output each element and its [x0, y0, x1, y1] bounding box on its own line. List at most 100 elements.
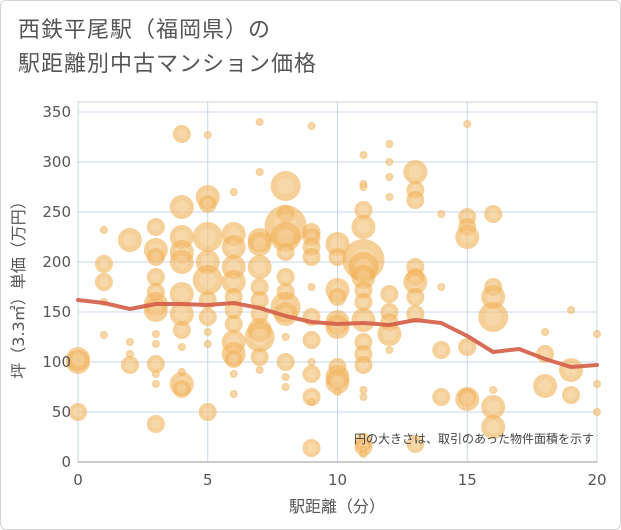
- bubble-highlight: [410, 292, 421, 302]
- data-bubble: [437, 283, 446, 291]
- data-bubble: [325, 370, 350, 394]
- data-bubble: [307, 283, 316, 291]
- bubble-highlight: [228, 354, 239, 364]
- data-bubble: [146, 268, 165, 286]
- bubble-highlight: [253, 260, 267, 274]
- bubble-highlight: [153, 371, 159, 377]
- bubble-highlight: [201, 255, 215, 269]
- data-bubble: [385, 346, 394, 354]
- data-bubble: [250, 291, 269, 309]
- data-bubble: [458, 338, 477, 356]
- bubble-highlight: [101, 332, 107, 338]
- bubble-highlight: [175, 200, 189, 214]
- data-bubble: [169, 302, 194, 326]
- bubble-highlight: [594, 409, 600, 415]
- bubble-highlight: [73, 407, 83, 417]
- bubble-highlight: [488, 209, 499, 219]
- y-tick-label: 100: [42, 353, 71, 371]
- data-bubble: [359, 393, 368, 401]
- bubble-highlight: [283, 374, 288, 380]
- bubble-highlight: [462, 342, 473, 352]
- bubble-highlight: [439, 284, 444, 290]
- bubble-highlight: [150, 252, 161, 262]
- chart-title: 西鉄平尾駅（福岡県）の 駅距離別中古マンション価格: [18, 18, 318, 77]
- data-bubble: [359, 450, 368, 458]
- data-bubble: [478, 302, 509, 332]
- data-bubble: [255, 366, 264, 374]
- y-tick-label: 0: [61, 453, 71, 471]
- bubble-highlight: [486, 290, 500, 304]
- data-bubble: [325, 315, 350, 339]
- bubble-highlight: [124, 360, 135, 370]
- data-bubble: [94, 273, 113, 291]
- data-bubble: [406, 305, 425, 323]
- data-bubble: [380, 285, 399, 303]
- data-bubble: [203, 131, 212, 139]
- bubble-highlight: [387, 141, 392, 147]
- bubble-highlight: [176, 384, 187, 394]
- data-bubble: [325, 232, 350, 256]
- data-bubble: [120, 356, 139, 374]
- data-bubble: [224, 315, 243, 333]
- data-bubble: [276, 268, 295, 286]
- data-bubble: [221, 270, 246, 294]
- bubble-highlight: [465, 121, 470, 127]
- bubble-highlight: [358, 297, 369, 307]
- y-tick-label: 50: [52, 403, 71, 421]
- data-bubble: [406, 435, 425, 453]
- bubble-highlight: [309, 359, 314, 365]
- bubble-highlight: [361, 451, 366, 457]
- data-bubble: [146, 355, 165, 373]
- bubble-highlight: [594, 331, 600, 337]
- bubble-highlight: [387, 174, 392, 180]
- bubble-highlight: [153, 331, 159, 337]
- data-bubble: [255, 118, 264, 126]
- bubble-highlight: [254, 282, 265, 292]
- data-bubble: [533, 374, 558, 398]
- bubble-highlight: [101, 227, 107, 233]
- data-bubble: [307, 398, 316, 406]
- trend-line-layer: [76, 298, 599, 369]
- data-bubble: [221, 235, 246, 259]
- bubble-highlight: [71, 352, 85, 366]
- bubble-highlight: [436, 345, 447, 355]
- data-bubble: [351, 215, 376, 239]
- bubble-highlight: [257, 367, 262, 373]
- data-bubble: [250, 348, 269, 366]
- bubble-highlight: [277, 177, 294, 195]
- bubble-highlight: [306, 335, 317, 345]
- bubble-highlight: [231, 371, 236, 377]
- bubble-highlight: [199, 271, 216, 289]
- bubble-highlight: [484, 308, 502, 326]
- bubble-highlight: [436, 392, 447, 402]
- data-bubble: [229, 370, 238, 378]
- data-bubble: [270, 171, 301, 201]
- bubble-highlight: [280, 272, 291, 282]
- x-tick-label: 0: [73, 471, 83, 489]
- bubble-highlight: [358, 360, 369, 370]
- bubble-highlight: [257, 169, 262, 175]
- bubble-highlight: [330, 375, 345, 389]
- bubble-highlight: [306, 443, 317, 453]
- bubble-highlight: [202, 295, 213, 305]
- data-bubble: [247, 232, 272, 256]
- bubble-highlight: [382, 327, 396, 341]
- bubble-highlight: [332, 252, 343, 262]
- data-bubble: [385, 173, 394, 181]
- data-bubble: [481, 285, 506, 309]
- trend-line: [76, 298, 599, 369]
- data-bubble: [567, 306, 576, 314]
- y-tick-label: 350: [42, 103, 71, 121]
- data-bubble: [562, 386, 581, 404]
- bubble-highlight: [175, 307, 189, 321]
- bubble-highlight: [410, 195, 421, 205]
- x-tick-label: 20: [587, 471, 606, 489]
- bubble-highlight: [408, 165, 422, 179]
- bubble-highlight: [228, 292, 239, 302]
- bubble-highlight: [361, 387, 366, 393]
- bubble-highlight: [149, 303, 163, 317]
- bubble-highlight: [231, 391, 236, 397]
- data-bubble: [146, 248, 165, 266]
- data-bubble: [255, 168, 264, 176]
